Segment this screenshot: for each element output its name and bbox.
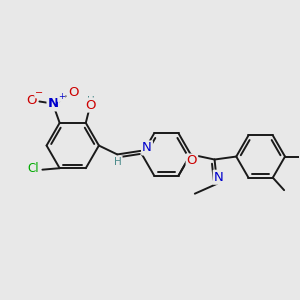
Text: O: O: [187, 154, 197, 167]
Text: N: N: [47, 98, 59, 110]
Text: N: N: [214, 171, 224, 184]
Text: −: −: [35, 88, 43, 98]
Text: H: H: [114, 157, 122, 166]
Text: N: N: [142, 141, 152, 154]
Text: O: O: [26, 94, 37, 107]
Text: H: H: [87, 96, 95, 106]
Text: O: O: [68, 86, 79, 99]
Text: +: +: [58, 92, 65, 101]
Text: O: O: [85, 99, 95, 112]
Text: Cl: Cl: [27, 162, 39, 175]
